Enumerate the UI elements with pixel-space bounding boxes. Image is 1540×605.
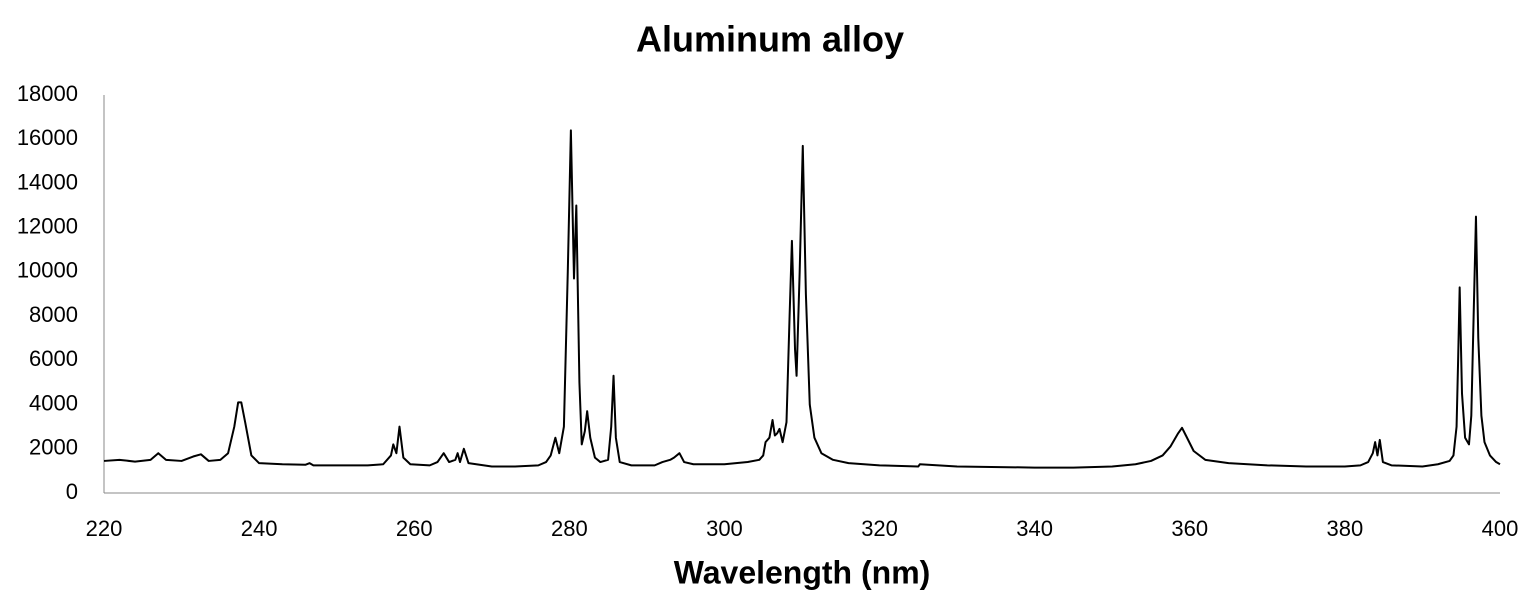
x-tick-label: 360 [1171,516,1208,541]
y-tick-label: 2000 [29,435,78,460]
x-axis-label: Wavelength (nm) [674,554,931,590]
x-tick-label: 380 [1327,516,1364,541]
y-tick-label: 0 [66,479,78,504]
x-tick-label: 260 [396,516,433,541]
x-tick-label: 320 [861,516,898,541]
x-tick-label: 340 [1016,516,1053,541]
y-tick-label: 12000 [17,213,78,238]
y-tick-label: 6000 [29,346,78,371]
y-tick-label: 16000 [17,125,78,150]
spectrum-line [103,129,1501,469]
x-tick-label: 300 [706,516,743,541]
y-tick-label: 4000 [29,390,78,415]
x-tick-label: 400 [1482,516,1519,541]
chart-title: Aluminum alloy [636,19,904,60]
y-tick-label: 8000 [29,302,78,327]
x-tick-label: 240 [241,516,278,541]
x-tick-label: 220 [86,516,123,541]
y-tick-label: 18000 [17,81,78,106]
x-tick-label: 280 [551,516,588,541]
y-tick-label: 14000 [17,169,78,194]
y-tick-label: 10000 [17,258,78,283]
